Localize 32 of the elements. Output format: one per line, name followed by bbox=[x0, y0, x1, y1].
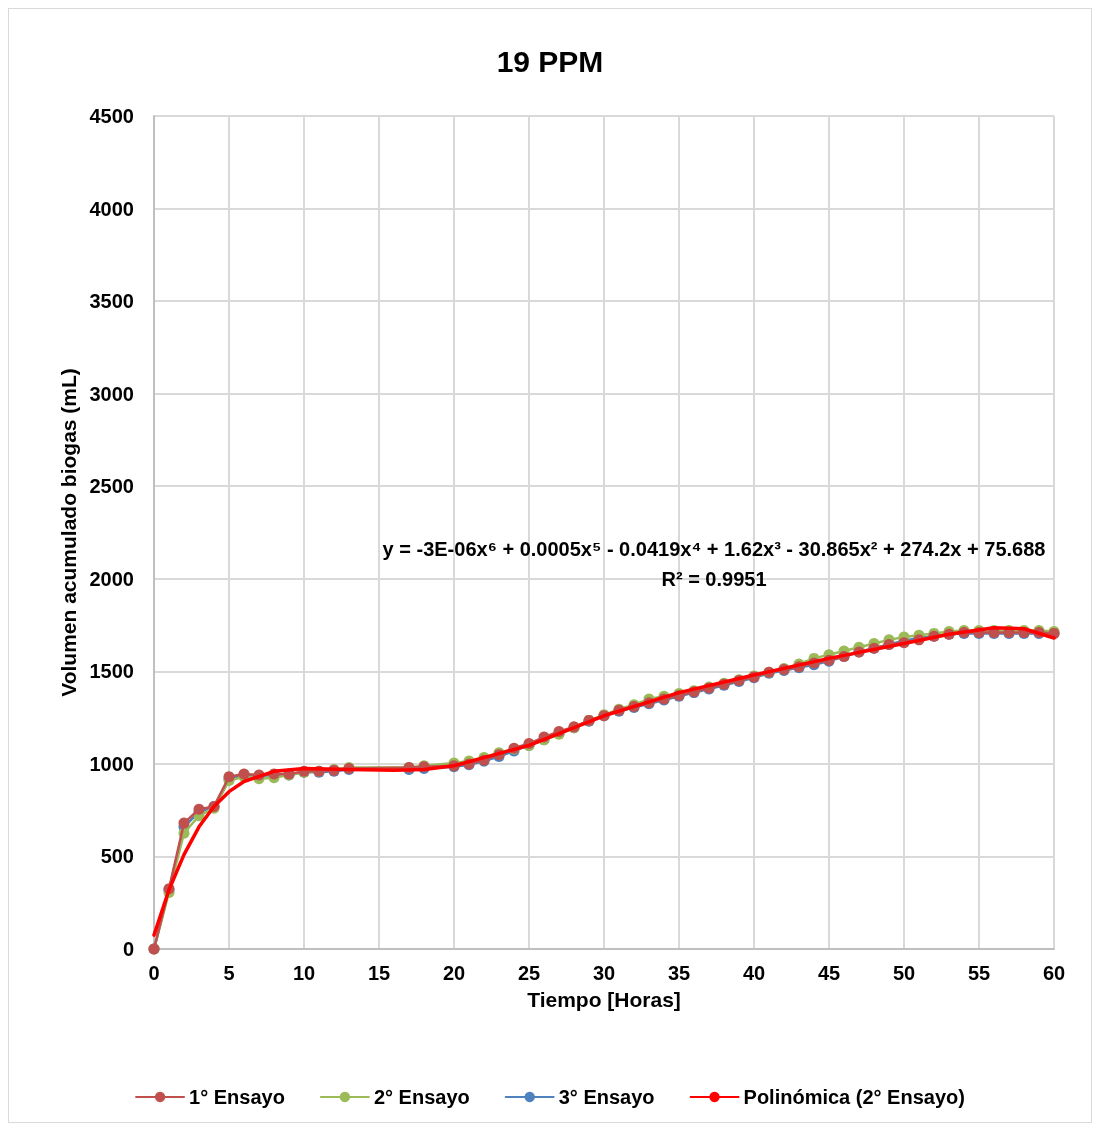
legend-label: 1° Ensayo bbox=[189, 1086, 285, 1108]
y-tick-label: 1000 bbox=[89, 752, 134, 775]
y-tick-label: 2500 bbox=[89, 475, 134, 498]
y-tick-label: 3000 bbox=[89, 382, 134, 405]
x-tick-label: 60 bbox=[1042, 962, 1066, 984]
x-tick-label: 30 bbox=[592, 962, 616, 984]
x-tick-label: 20 bbox=[442, 962, 466, 984]
legend-label: Polinómica (2° Ensayo) bbox=[743, 1086, 965, 1108]
x-axis-title: Tiempo [Horas] bbox=[527, 988, 681, 1011]
x-tick-label: 45 bbox=[817, 962, 841, 984]
chart-title: 19 PPM bbox=[496, 44, 604, 78]
x-tick-label: 15 bbox=[367, 962, 391, 984]
y-tick-label: 1500 bbox=[89, 660, 134, 683]
legend-label: 3° Ensayo bbox=[558, 1086, 655, 1108]
y-tick-label: 4500 bbox=[89, 105, 134, 127]
annotation: y = -3E-06x⁶ + 0.0005x⁵ - 0.0419x⁴ + 1.62x³ - 30.865x² + 274.2x + 75.688 bbox=[382, 538, 1046, 560]
legend-label: 2° Ensayo bbox=[373, 1086, 470, 1108]
x-tick-label: 25 bbox=[517, 962, 541, 984]
x-tick-label: 50 bbox=[892, 962, 916, 984]
x-tick-label: 10 bbox=[292, 962, 316, 984]
y-tick-label: 2000 bbox=[89, 567, 134, 590]
x-tick-label: 5 bbox=[223, 962, 235, 984]
x-tick-label: 40 bbox=[742, 962, 766, 984]
x-tick-label: 35 bbox=[667, 962, 691, 984]
y-axis-title: Volumen acumulado biogas (mL) bbox=[56, 368, 80, 697]
x-tick-label: 55 bbox=[967, 962, 991, 984]
y-tick-label: 500 bbox=[100, 845, 134, 868]
y-tick-label: 0 bbox=[122, 938, 134, 960]
x-tick-label: 0 bbox=[148, 962, 160, 984]
y-tick-label: 3500 bbox=[89, 290, 134, 313]
annotation: R² = 0.9951 bbox=[661, 568, 767, 590]
y-tick-label: 4000 bbox=[89, 197, 134, 220]
